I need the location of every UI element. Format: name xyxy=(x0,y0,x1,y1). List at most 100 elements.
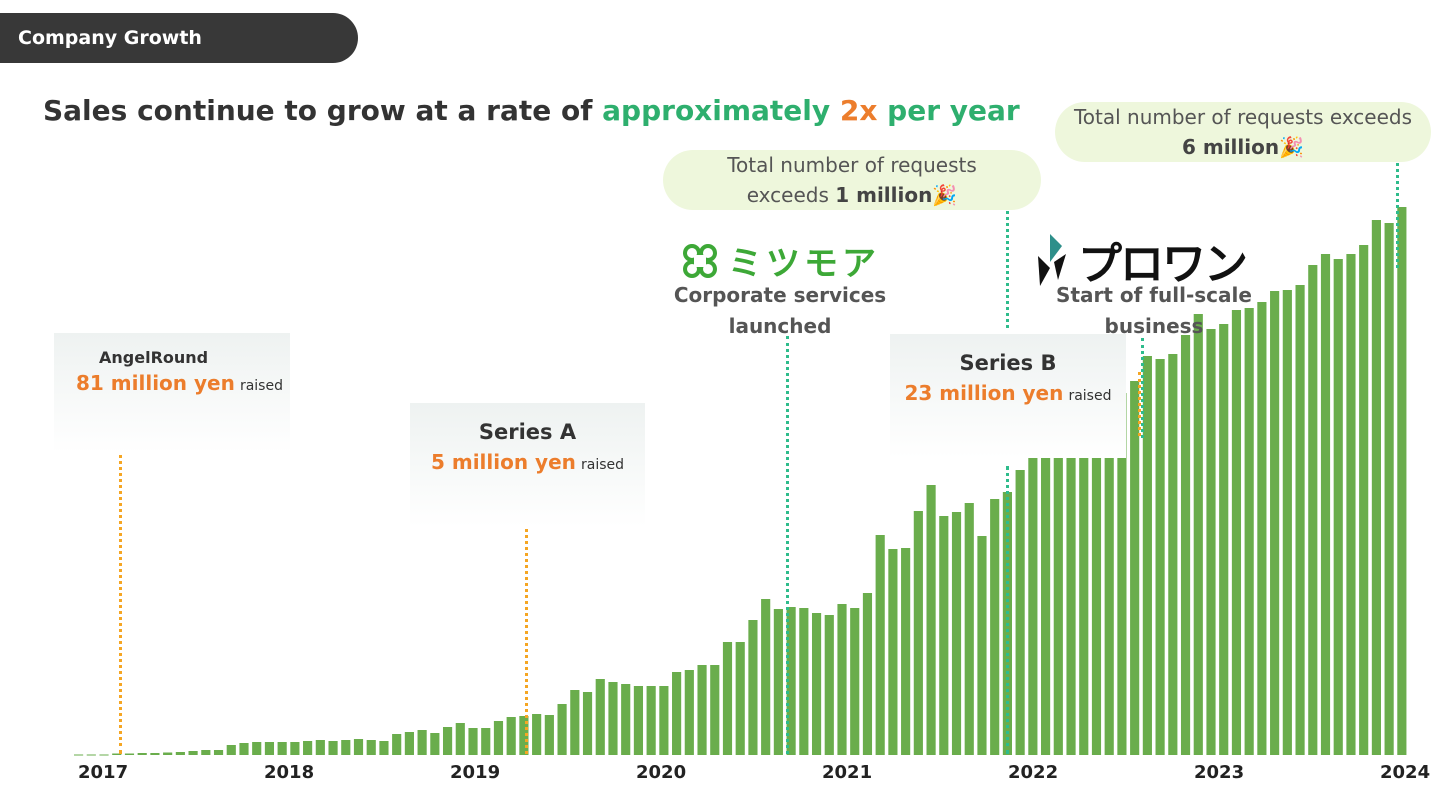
sales-bar xyxy=(659,686,669,755)
sales-bar xyxy=(1397,207,1407,755)
x-tick-label: 2020 xyxy=(636,762,687,783)
sales-bar xyxy=(850,608,860,755)
sales-bar xyxy=(1180,335,1191,755)
sales-bar xyxy=(608,682,618,755)
sales-bar xyxy=(875,535,885,755)
sales-bar xyxy=(430,733,440,755)
sales-bar xyxy=(493,721,504,755)
sales-bar xyxy=(99,754,109,756)
sales-bar xyxy=(735,642,745,755)
x-tick-label: 2021 xyxy=(822,762,873,783)
sales-bar xyxy=(544,715,554,755)
sales-bar xyxy=(773,609,783,755)
sales-bar xyxy=(1168,354,1178,755)
prowan-logo: プロワン xyxy=(1036,228,1248,292)
mitsumore-logo-text: ミツモア xyxy=(728,244,880,284)
sales-bar xyxy=(621,684,631,755)
prowan-start-marker-line xyxy=(1141,338,1144,438)
sales-bar xyxy=(722,642,733,755)
series-a-box: Series A 5 million yen raised xyxy=(410,403,645,527)
x-tick-label: 2024 xyxy=(1380,762,1431,783)
sales-bar xyxy=(1041,443,1051,755)
sales-bar xyxy=(1142,356,1152,755)
sales-bar xyxy=(1231,310,1242,755)
requests-6m-line2: 6 million🎉 xyxy=(1055,132,1431,162)
sales-bar xyxy=(1091,406,1102,755)
sales-bar xyxy=(1117,393,1127,755)
party-icon: 🎉 xyxy=(1279,135,1305,159)
sales-bar xyxy=(1079,404,1089,755)
sales-bar xyxy=(646,686,656,755)
requests-1m-callout: Total number of requests exceeds 1 milli… xyxy=(663,150,1041,210)
sales-bar xyxy=(532,714,542,755)
sales-bar xyxy=(264,742,275,755)
sales-bar xyxy=(939,516,949,755)
section-tab: Company Growth xyxy=(0,13,358,63)
sales-bar xyxy=(1104,399,1114,755)
sales-bar xyxy=(748,620,758,755)
sales-bar xyxy=(417,730,427,755)
sales-bar xyxy=(1333,259,1343,755)
sales-bar xyxy=(1193,314,1203,755)
sales-bar xyxy=(697,665,707,755)
sales-bar xyxy=(86,754,96,756)
sales-bar xyxy=(124,753,135,755)
sales-bar xyxy=(1257,302,1267,755)
sales-bar xyxy=(1320,254,1331,755)
sales-bar xyxy=(1015,470,1025,755)
angel-round-amount-row: 81 million yen raised xyxy=(54,371,290,395)
section-tab-label: Company Growth xyxy=(18,27,202,49)
series-b-box: Series B 23 million yen raised xyxy=(890,334,1126,458)
sales-bar xyxy=(951,512,962,755)
sales-bar xyxy=(1206,329,1216,755)
series-a-raised: raised xyxy=(580,457,625,473)
requests-6m-callout: Total number of requests exceeds 6 milli… xyxy=(1055,102,1431,162)
x-tick-label: 2019 xyxy=(450,762,501,783)
sales-bar xyxy=(277,742,287,755)
sales-bar xyxy=(1346,254,1356,755)
sales-bar xyxy=(1155,359,1165,755)
sales-bar xyxy=(519,716,529,755)
prowan-mark-icon xyxy=(1038,234,1066,286)
sales-bar xyxy=(824,615,834,755)
prowan-caption-line1: Start of full-scale xyxy=(1056,283,1252,307)
sales-bar xyxy=(684,670,694,755)
sales-bar xyxy=(570,690,580,755)
sales-bar xyxy=(1244,308,1254,755)
sales-bar xyxy=(595,679,605,755)
sales-bar xyxy=(888,549,898,755)
series-b-raised: raised xyxy=(1068,388,1112,404)
sales-bar xyxy=(506,717,516,755)
sales-bar xyxy=(303,741,313,755)
sales-bar xyxy=(672,672,682,755)
sales-bar xyxy=(1308,265,1318,755)
prowan-caption: Start of full-scale business xyxy=(1040,280,1268,342)
sales-bar xyxy=(1359,245,1369,755)
sales-bar xyxy=(328,741,338,755)
sales-bar xyxy=(175,752,185,755)
sales-bar xyxy=(1053,427,1063,755)
sales-bar xyxy=(239,743,249,755)
sales-bar xyxy=(837,604,847,755)
sales-bar xyxy=(379,741,389,755)
sales-bar xyxy=(811,613,822,755)
sales-bar xyxy=(913,511,923,755)
sales-bar xyxy=(481,728,491,755)
x-tick-label: 2018 xyxy=(264,762,315,783)
sales-bar xyxy=(761,599,771,755)
sales-bar xyxy=(252,742,262,755)
sales-bar xyxy=(137,753,147,755)
series-a-amount: 5 million yen xyxy=(430,450,576,474)
headline-per-year: per year xyxy=(877,94,1020,127)
sales-bar xyxy=(977,536,987,755)
sales-bar xyxy=(188,751,198,755)
sales-bar xyxy=(213,750,224,755)
series-b-extra-marker-line xyxy=(1138,372,1141,436)
sales-bar xyxy=(1219,324,1229,755)
sales-bar xyxy=(226,745,236,755)
series-b-name: Series B xyxy=(959,351,1057,375)
x-tick-label: 2023 xyxy=(1194,762,1245,783)
prowan-logo-text: プロワン xyxy=(1078,239,1248,290)
sales-bar xyxy=(1282,290,1292,755)
